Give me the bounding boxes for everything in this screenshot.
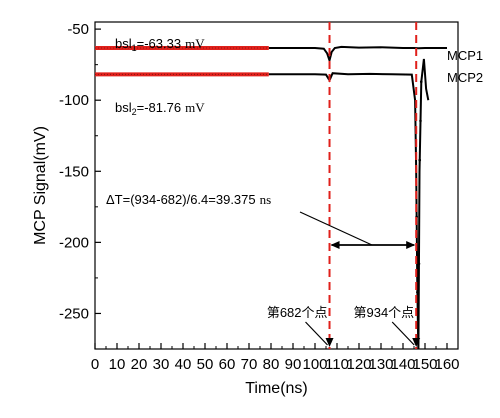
- bsl1-subscript: 1: [132, 43, 137, 53]
- mcp2-edge-dot: [419, 80, 423, 84]
- x-tick-label: 130: [368, 356, 393, 373]
- delta-t-leader: [299, 211, 373, 246]
- mcp2-edge-dot: [419, 119, 422, 123]
- delta-t-annotation: ΔT=(934-682)/6.4=39.375 ns: [106, 192, 271, 207]
- y-tick-label: -100: [59, 92, 89, 109]
- series-line-mcp1: [268, 45, 447, 64]
- bsl2-value: =-81.76: [137, 100, 181, 115]
- y-axis: -50 -100 -150 -200 -250: [59, 21, 101, 350]
- mcp2-edge-dot: [418, 158, 422, 162]
- x-tick-label: 0: [91, 356, 99, 373]
- x-tick-label: 150: [412, 356, 437, 373]
- mcp2-series-label: MCP2: [447, 70, 483, 85]
- annotation-arrows: [299, 211, 421, 347]
- plot-border: [94, 21, 459, 350]
- y-axis-label: MCP Signal(mV): [32, 126, 49, 245]
- bsl2-unit: mV: [185, 100, 205, 115]
- baseline-2-annotation: bsl2=-81.76 mV: [115, 100, 205, 117]
- mcp2-edge-dot: [417, 262, 421, 265]
- x-tick-label: 20: [131, 356, 148, 373]
- series-layer: [268, 45, 447, 349]
- delta-arrow-head-left: [330, 241, 340, 249]
- plot-frame: [94, 21, 459, 350]
- bsl1-prefix: bsl: [115, 36, 132, 51]
- x-tick-label: 100: [302, 356, 327, 373]
- bsl1-unit: mV: [185, 36, 205, 51]
- x-tick-label: 80: [263, 356, 280, 373]
- mcp2-edge-dot: [416, 290, 419, 294]
- x-tick-label: 120: [346, 356, 371, 373]
- x-tick-label: 70: [241, 356, 258, 373]
- point-934-arrow-head: [412, 338, 421, 347]
- baseline-layer: [95, 46, 269, 77]
- x-tick-label: 140: [390, 356, 415, 373]
- point-682-arrow-head: [325, 338, 334, 347]
- x-tick-label: 60: [219, 356, 236, 373]
- x-tick-label: 110: [325, 356, 349, 373]
- x-tick-label: 40: [175, 356, 192, 373]
- point-934-leader: [391, 321, 415, 346]
- x-tick-label: 10: [109, 356, 126, 373]
- baseline-1-annotation: bsl1=-63.33 mV: [115, 36, 205, 53]
- marker-layer: [328, 22, 418, 349]
- bsl2-subscript: 2: [132, 107, 137, 117]
- delta-arrow-head-right: [406, 241, 416, 249]
- mcp1-series-label: MCP1: [447, 48, 483, 63]
- point-934-label: 第934个点: [353, 305, 414, 320]
- bsl1-value: =-63.33: [137, 36, 181, 51]
- x-axis-label: Time(ns): [245, 380, 308, 397]
- point-682-leader: [305, 321, 328, 346]
- delta-t-unit: ns: [260, 192, 272, 207]
- x-tick-label: 30: [153, 356, 170, 373]
- x-tick-label: 160: [434, 356, 459, 373]
- y-tick-label: -200: [59, 234, 89, 251]
- y-tick-label: -150: [59, 163, 89, 180]
- y-tick-label: -250: [59, 305, 89, 322]
- y-tick-label: -50: [67, 21, 89, 38]
- bsl2-prefix: bsl: [115, 100, 132, 115]
- delta-t-expression: ΔT=(934-682)/6.4=39.375: [106, 192, 256, 207]
- x-tick-label: 90: [285, 356, 302, 373]
- x-tick-label: 50: [197, 356, 214, 373]
- point-682-label: 第682个点: [267, 305, 328, 320]
